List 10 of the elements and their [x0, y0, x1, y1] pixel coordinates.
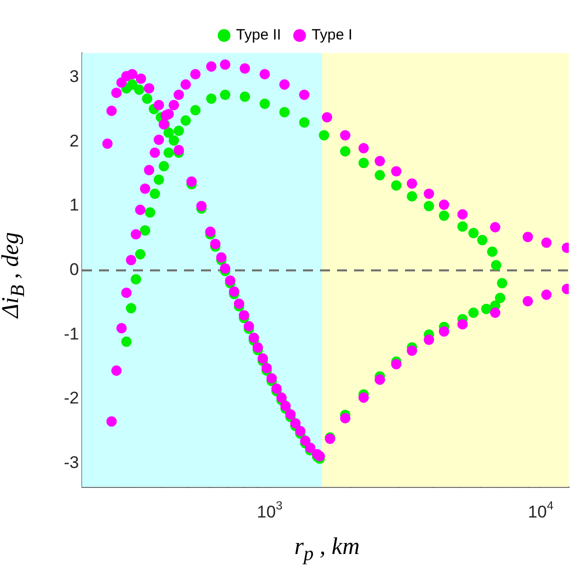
- legend-label: Type II: [236, 26, 282, 44]
- legend-label: Type I: [312, 26, 352, 44]
- y-tick-label: 3: [70, 67, 79, 86]
- y-tick-label: -1: [64, 324, 79, 344]
- y-tick-label: -2: [64, 388, 79, 408]
- y-tick-label: 0: [70, 260, 79, 280]
- y-tick-label: -3: [64, 452, 79, 472]
- y-tick-label: 2: [70, 131, 79, 150]
- y-tick-label: 1: [70, 196, 79, 215]
- x-axis-title: r$_{p}$ , km: [294, 534, 360, 566]
